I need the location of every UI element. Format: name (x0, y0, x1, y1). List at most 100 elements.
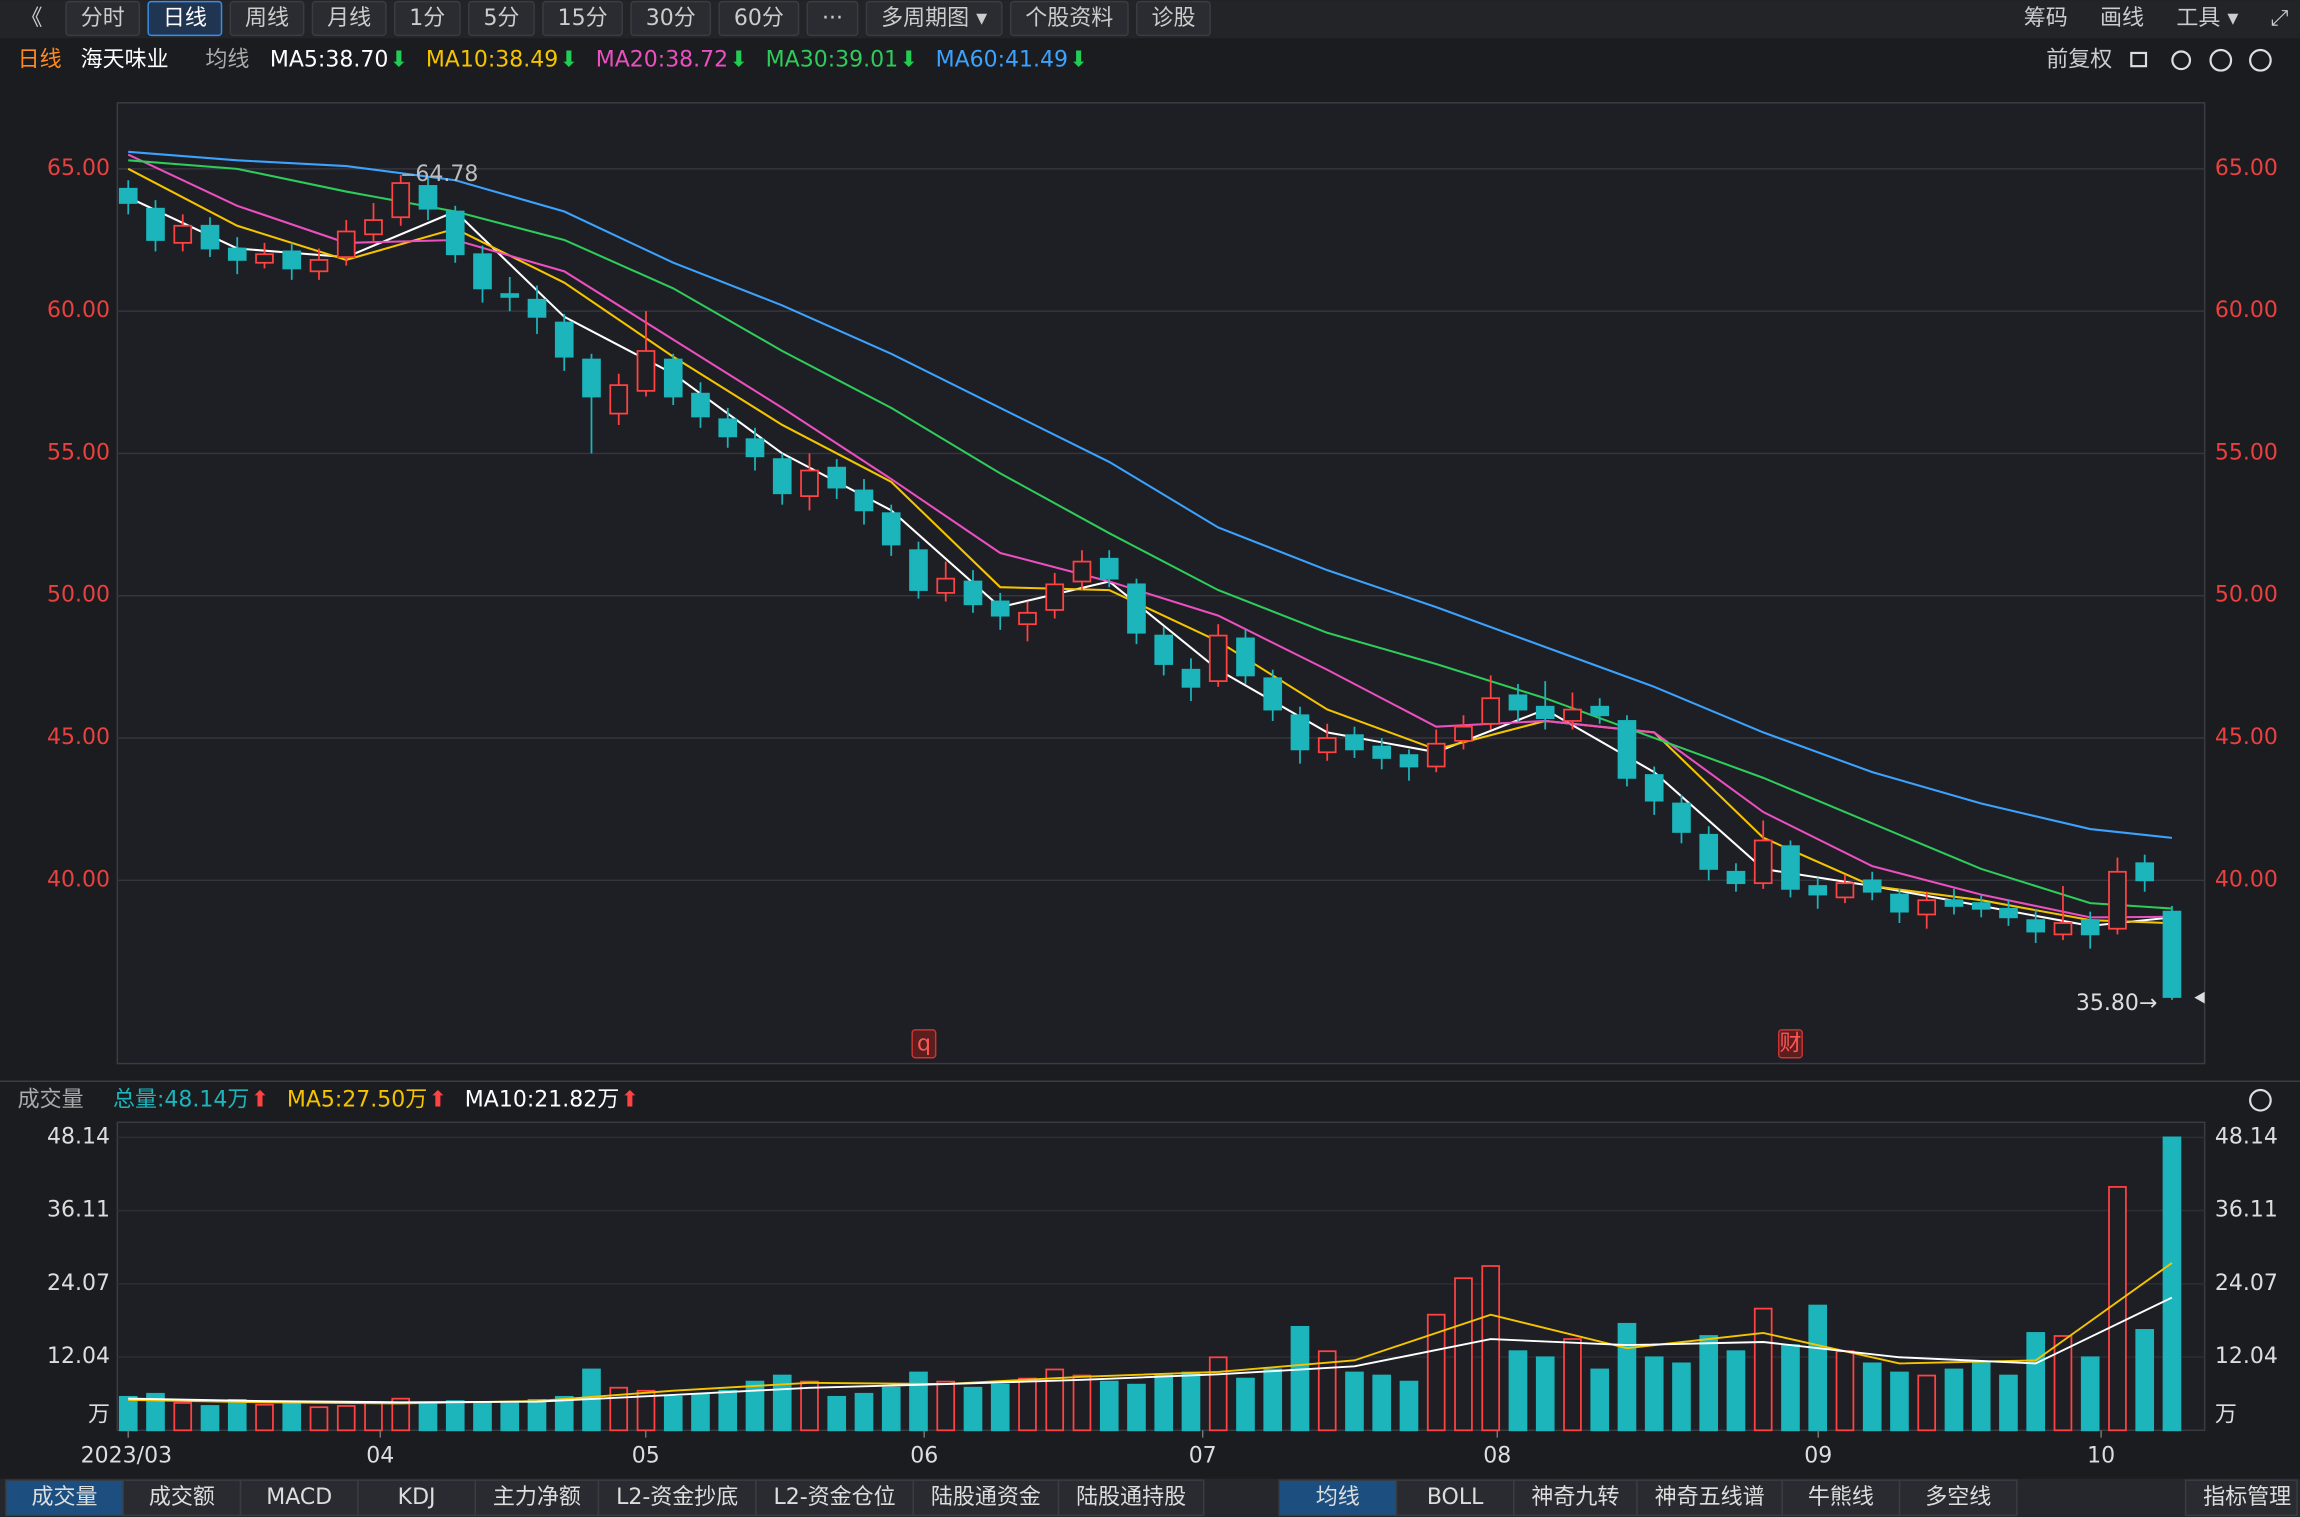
toolbar-right-label[interactable]: 筹码 (2024, 6, 2068, 31)
indicator-tab-label[interactable]: 成交额 (149, 1485, 215, 1510)
toolbar-button[interactable] (806, 0, 859, 37)
toolbar-button-label[interactable]: 周线 (245, 6, 289, 31)
indicator-tab-label[interactable]: MACD (266, 1485, 332, 1510)
toolbar-button[interactable] (311, 0, 387, 37)
volume-bar (827, 1395, 847, 1432)
indicator-tab[interactable] (357, 1479, 476, 1517)
candle-body (500, 293, 520, 298)
toolbar-button-label[interactable]: 1分 (409, 6, 445, 31)
candle-body (364, 219, 383, 236)
toolbar-button-label[interactable]: ··· (822, 6, 843, 31)
toolbar-button-label[interactable]: 分时 (81, 6, 125, 31)
indicator-tab[interactable] (474, 1479, 600, 1517)
overlay-tab-label[interactable]: 神奇九转 (1531, 1485, 1619, 1510)
zoom-out-icon[interactable] (2249, 48, 2272, 72)
toolbar-button[interactable] (468, 0, 535, 37)
indicator-tab[interactable] (912, 1479, 1060, 1517)
volume-legend-arrow: ⬆ (621, 1087, 639, 1112)
indicator-tab[interactable] (755, 1479, 915, 1517)
toolbar-button[interactable] (1136, 0, 1211, 37)
toolbar-right-label[interactable]: 工具 ▾ (2176, 6, 2238, 31)
volume-bar (391, 1397, 411, 1432)
zoom-in-icon[interactable] (2209, 48, 2233, 72)
candle-body (800, 469, 819, 498)
volume-bar (1481, 1265, 1501, 1432)
volume-ma-line (128, 1296, 2173, 1404)
overlay-tab[interactable] (1278, 1479, 1398, 1517)
toolbar-button-label[interactable]: 60分 (734, 6, 784, 31)
toolbar-button-label[interactable]: 个股资料 (1025, 6, 1113, 31)
high-label: 64.78 (415, 162, 478, 187)
toolbar-button-label[interactable]: 15分 (558, 6, 608, 31)
overlay-tab-label[interactable]: 均线 (1316, 1485, 1360, 1510)
overlay-tab[interactable] (1781, 1479, 1901, 1517)
toolbar-button-label[interactable]: 诊股 (1151, 6, 1195, 31)
candle-body (1454, 725, 1473, 742)
overlay-tab-label[interactable]: 多空线 (1925, 1485, 1991, 1510)
toolbar-button[interactable] (393, 0, 461, 37)
toolbar-button[interactable] (865, 0, 1003, 37)
overlay-tab[interactable] (1898, 1479, 2018, 1517)
indicator-tab-label[interactable]: 陆股通持股 (1076, 1485, 1186, 1510)
toolbar-button[interactable] (65, 0, 141, 37)
event-marker-label[interactable]: 财 (1779, 1032, 1801, 1057)
event-marker[interactable] (911, 1029, 937, 1059)
overlay-tab-label[interactable]: BOLL (1427, 1485, 1484, 1510)
indicator-tab-label[interactable]: KDJ (398, 1485, 436, 1510)
indicator-tab-label[interactable]: L2-资金抄底 (616, 1485, 738, 1510)
y-tick-label-right: 65.00 (2215, 156, 2278, 181)
candle-body (2026, 919, 2046, 933)
toolbar-button-label[interactable]: 《 (21, 6, 43, 31)
lock-icon[interactable] (2130, 51, 2148, 68)
toolbar-button[interactable] (542, 0, 623, 37)
close-circle[interactable] (2249, 1088, 2272, 1112)
adjust-mode[interactable]: 前复权 (2046, 47, 2112, 72)
indicator-tab[interactable] (1057, 1479, 1205, 1517)
candle-body (1236, 637, 1255, 677)
volume-bar (963, 1386, 983, 1432)
candle-body (336, 230, 356, 258)
last-price-pointer (2194, 991, 2205, 1004)
indicator-tab[interactable] (122, 1479, 242, 1517)
toolbar-button[interactable] (1009, 0, 1129, 37)
toolbar-button-label[interactable]: 5分 (483, 6, 519, 31)
indicator-manage[interactable]: 指标管理 (2203, 1485, 2291, 1510)
indicator-manage-button[interactable] (2184, 1479, 2298, 1517)
indicator-tab-label[interactable]: L2-资金仓位 (773, 1485, 895, 1510)
toolbar-button-label[interactable]: 日线 (163, 6, 207, 31)
x-tick-label: 06 (910, 1444, 938, 1469)
y-tick-label: 40.00 (47, 867, 110, 892)
toolbar-button[interactable] (630, 0, 712, 37)
volume-bar (1971, 1362, 1991, 1432)
event-marker-label[interactable]: q (917, 1032, 931, 1057)
toolbar-button[interactable] (229, 0, 305, 37)
overlay-tab-label[interactable]: 神奇五线谱 (1655, 1485, 1765, 1510)
volume-bar (1018, 1377, 1037, 1432)
toolbar-button-label[interactable]: 多周期图 ▾ (881, 6, 987, 31)
volume-bar (1672, 1362, 1691, 1432)
overlay-tab[interactable] (1395, 1479, 1515, 1517)
close-icon[interactable] (2249, 1088, 2272, 1112)
toolbar-button-label[interactable]: 月线 (327, 6, 371, 31)
undo-icon[interactable] (2171, 50, 2192, 71)
candle-body (1345, 734, 1364, 751)
candle-body (1181, 668, 1201, 688)
y-tick-label-right: 24.07 (2215, 1271, 2278, 1296)
overlay-tab[interactable] (1636, 1479, 1783, 1517)
toolbar-button-label[interactable]: 30分 (646, 6, 696, 31)
indicator-tab-label[interactable]: 陆股通资金 (931, 1485, 1041, 1510)
volume-bar (1154, 1374, 1174, 1432)
toolbar-right-label[interactable]: 画线 (2100, 6, 2144, 31)
indicator-tab-label[interactable]: 主力净额 (493, 1485, 581, 1510)
volume-bar (1999, 1374, 2018, 1432)
ma-legend-arrow: ⬇ (560, 47, 578, 72)
candle-body (582, 358, 601, 398)
indicator-tab-label[interactable]: 成交量 (32, 1485, 98, 1510)
toolbar-button[interactable] (147, 0, 223, 37)
x-tick-label: 10 (2087, 1444, 2115, 1469)
volume-bar (1917, 1374, 1937, 1432)
event-marker[interactable] (1777, 1029, 1803, 1059)
toolbar-right-label[interactable]: ⤢ (2271, 6, 2289, 31)
overlay-tab-label[interactable]: 牛熊线 (1808, 1485, 1874, 1510)
toolbar-button[interactable] (718, 0, 800, 37)
